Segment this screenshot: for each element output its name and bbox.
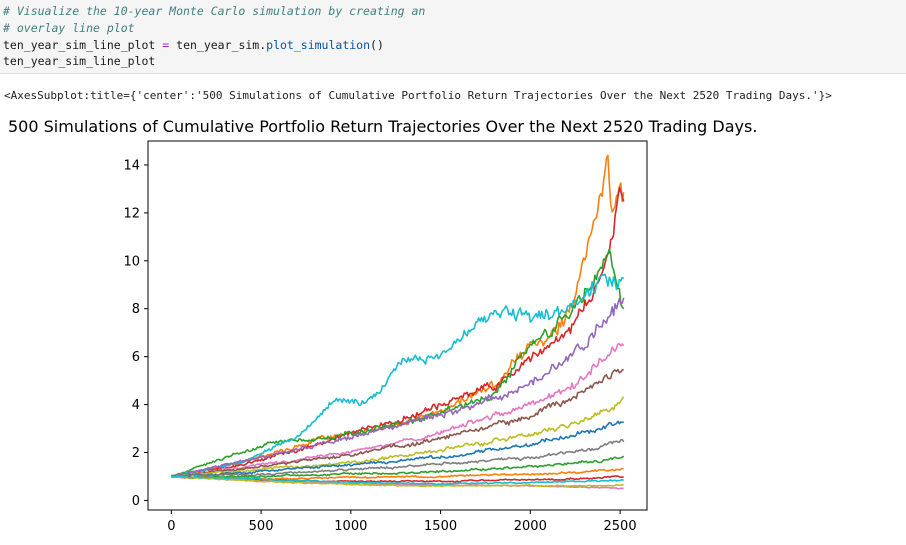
simulation-line <box>170 297 625 478</box>
x-tick-label: 1000 <box>334 519 367 534</box>
y-tick-label: 8 <box>132 302 140 317</box>
y-tick-label: 0 <box>132 494 140 509</box>
x-tick-label: 1500 <box>424 519 457 534</box>
code-assign-method: plot_simulation <box>266 38 371 52</box>
code-assign-var: ten_year_sim_line_plot <box>3 38 156 52</box>
plot-lines <box>170 154 625 490</box>
code-assign-op: = <box>162 38 170 52</box>
simulation-line <box>171 420 624 479</box>
x-tick-label: 2500 <box>604 519 637 534</box>
simulation-line <box>170 438 625 478</box>
code-echo-line: ten_year_sim_line_plot <box>3 54 156 68</box>
x-axis: 0 500 1000 1500 2000 2500 <box>167 510 637 534</box>
code-assign-parens: () <box>370 38 384 52</box>
x-tick-label: 0 <box>167 519 175 534</box>
simulation-line <box>171 154 625 478</box>
code-comment-line-2: # overlay line plot <box>3 21 135 35</box>
chart-title: 500 Simulations of Cumulative Portfolio … <box>8 117 758 136</box>
plot-frame <box>147 140 648 511</box>
code-assign-line: ten_year_sim_line_plot = ten_year_sim.pl… <box>3 37 384 53</box>
simulation-line <box>170 475 624 488</box>
simulation-line <box>171 396 625 478</box>
code-comment-line-1: # Visualize the 10-year Monte Carlo simu… <box>3 4 426 18</box>
code-cell[interactable]: # Visualize the 10-year Monte Carlo simu… <box>0 0 906 74</box>
output-repr-text: <AxesSubplot:title={'center':'500 Simula… <box>4 89 832 102</box>
y-tick-label: 14 <box>123 158 140 173</box>
simulation-line <box>171 186 625 478</box>
y-tick-label: 6 <box>132 350 140 365</box>
code-assign-obj: ten_year_sim. <box>176 38 267 52</box>
y-tick-label: 4 <box>132 398 140 413</box>
x-tick-label: 2000 <box>514 519 547 534</box>
y-tick-label: 10 <box>123 254 140 269</box>
x-tick-label: 500 <box>249 519 274 534</box>
simulation-line <box>171 455 625 479</box>
simulation-line <box>171 248 625 477</box>
y-tick-label: 2 <box>132 446 140 461</box>
y-tick-label: 12 <box>123 206 140 221</box>
simulation-line <box>171 368 624 478</box>
y-axis: 0 2 4 6 8 10 12 14 <box>123 158 148 509</box>
simulation-line <box>171 343 625 478</box>
simulation-line <box>171 475 624 486</box>
